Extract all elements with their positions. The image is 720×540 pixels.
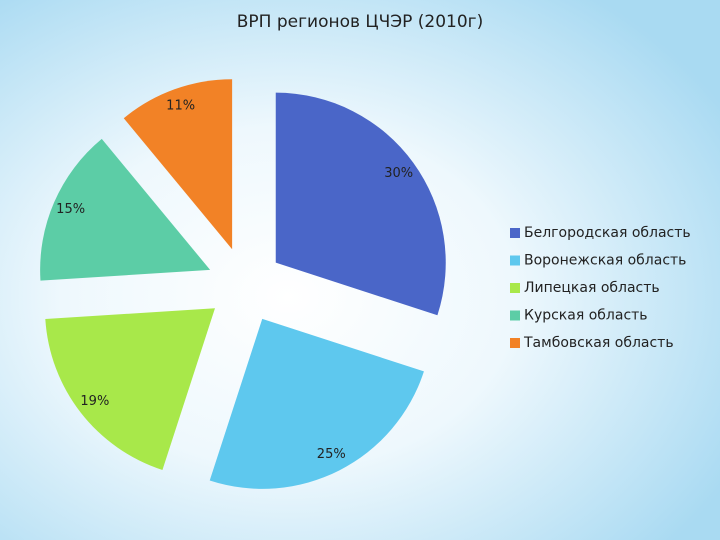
legend-swatch (510, 283, 520, 293)
legend-label: Белгородская область (524, 225, 691, 241)
legend-label: Воронежская область (524, 253, 686, 269)
data-label: 19% (80, 394, 109, 409)
pie-slice (40, 138, 211, 281)
data-label: 11% (166, 99, 195, 114)
legend-label: Тамбовская область (523, 335, 674, 351)
data-label: 15% (56, 202, 85, 217)
legend-label: Курская область (524, 308, 648, 324)
legend-swatch (510, 310, 520, 321)
chart-title: ВРП регионов ЦЧЭР (2010г) (237, 12, 484, 32)
pie-slice (275, 92, 446, 316)
pie-slice (209, 318, 424, 489)
data-label: 25% (317, 447, 346, 462)
legend-swatch (510, 338, 520, 348)
data-label: 30% (384, 166, 413, 181)
legend-label: Липецкая область (524, 280, 660, 296)
pie-slice (45, 308, 215, 470)
legend-swatch (510, 255, 520, 266)
legend-swatch (510, 228, 520, 238)
pie-slice (123, 79, 233, 250)
